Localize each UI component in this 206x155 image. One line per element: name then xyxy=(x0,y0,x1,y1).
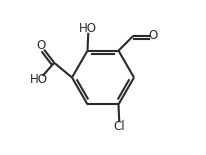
Text: O: O xyxy=(148,29,158,42)
Text: Cl: Cl xyxy=(114,120,125,133)
Text: HO: HO xyxy=(79,22,97,35)
Text: O: O xyxy=(37,39,46,52)
Text: HO: HO xyxy=(30,73,48,86)
